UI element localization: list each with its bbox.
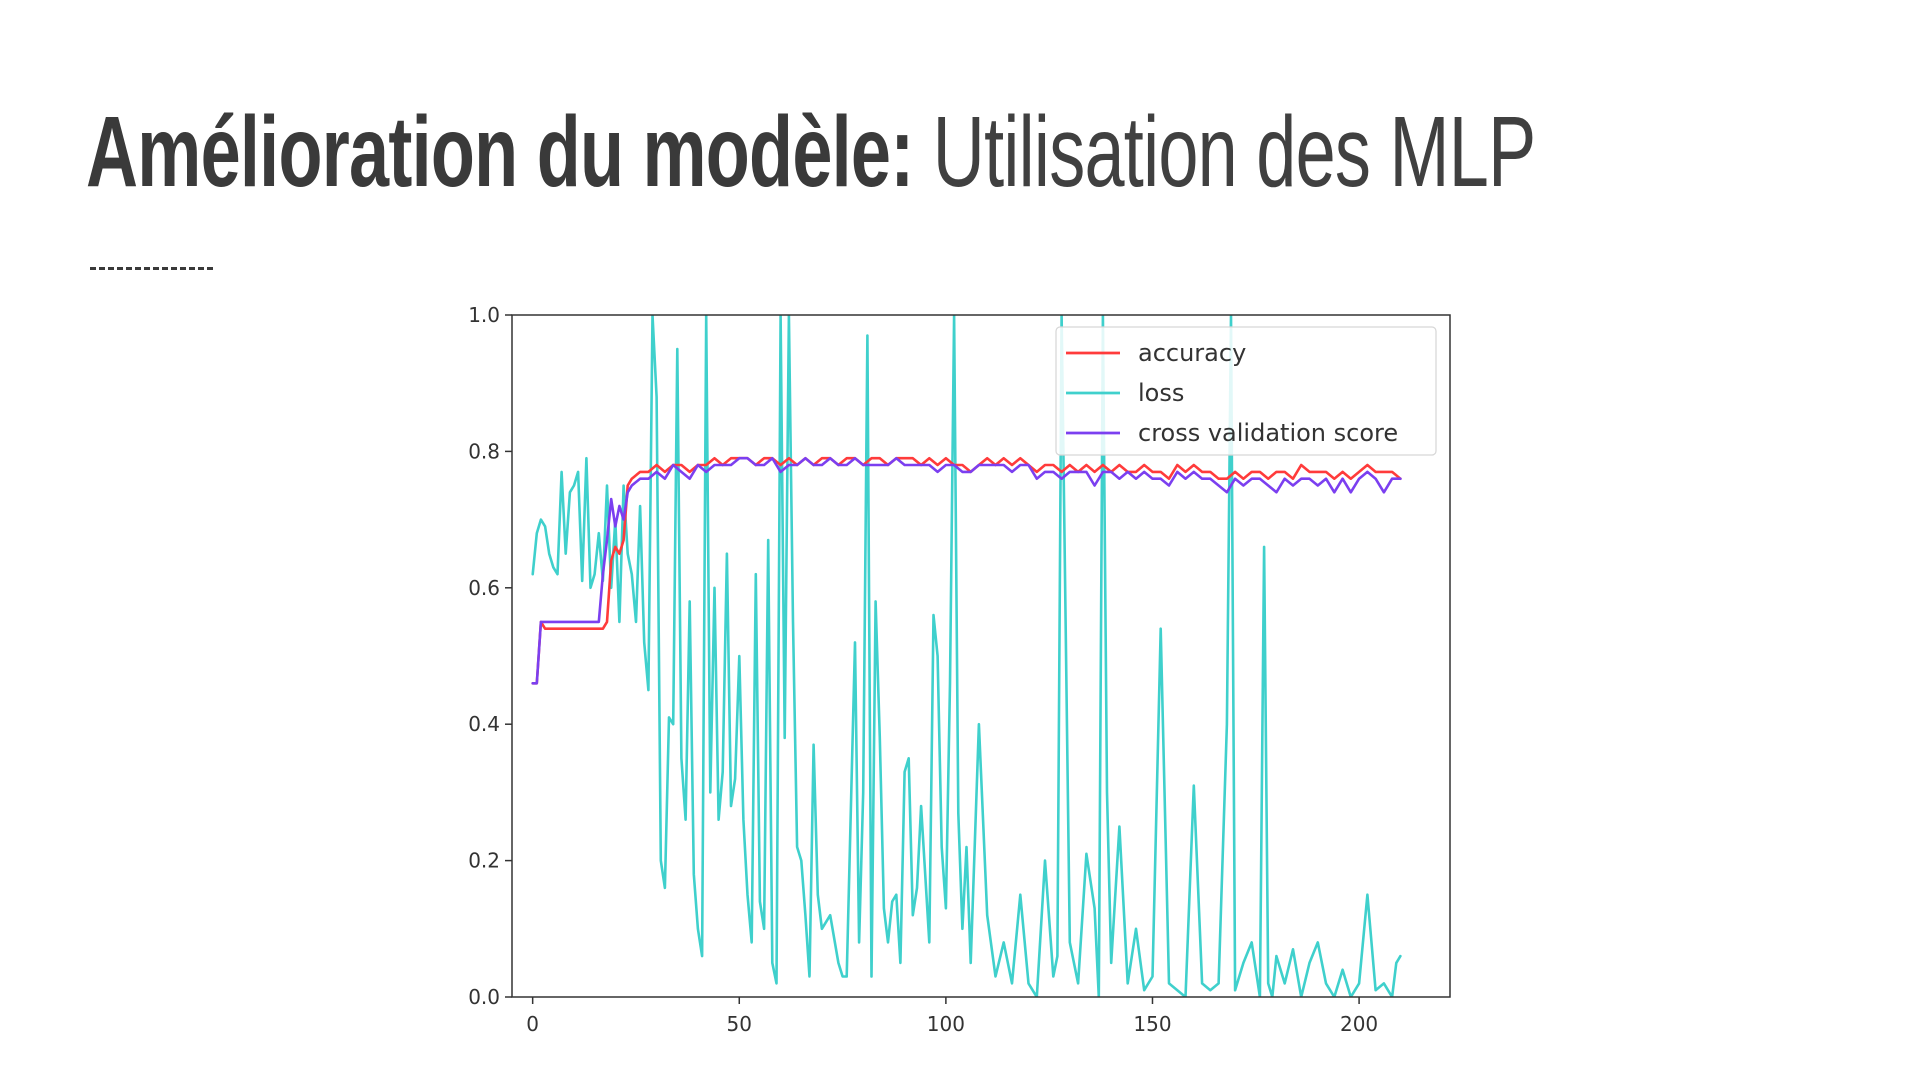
y-tick-label: 0.4 [468, 712, 500, 736]
y-tick-label: 0.6 [468, 576, 500, 600]
slide-title-bold: Amélioration du modèle: [86, 96, 914, 208]
y-tick-label: 0.2 [468, 849, 500, 873]
x-tick-label: 100 [927, 1012, 965, 1036]
title-dash-rule [90, 267, 213, 270]
x-tick-label: 150 [1133, 1012, 1171, 1036]
series-line-loss [531, 315, 1402, 997]
y-tick-label: 0.0 [468, 985, 500, 1009]
legend-label: cross validation score [1138, 419, 1398, 447]
legend-box [1055, 326, 1437, 456]
x-tick-label: 200 [1340, 1012, 1378, 1036]
plot-area [531, 315, 1402, 997]
line-chart: 0.0 0.2 0.4 0.6 0.8 1.0 0 50 100 150 200 accuracy l… [468, 303, 1451, 1036]
legend: accuracy loss cross validation score [1055, 326, 1437, 456]
axes-frame [511, 314, 1451, 998]
slide-title: Amélioration du modèle: Utilisation des … [86, 92, 1536, 212]
series-line-cross-validation-score [531, 456, 1402, 685]
y-tick-label: 0.8 [468, 439, 500, 463]
slide-title-light: Utilisation des MLP [932, 96, 1536, 208]
legend-label: loss [1138, 379, 1184, 407]
legend-label: accuracy [1138, 339, 1246, 367]
y-tick-label: 1.0 [468, 303, 500, 327]
axis-ticks: 0.0 0.2 0.4 0.6 0.8 1.0 0 50 100 150 200 [468, 303, 1378, 1036]
x-tick-label: 0 [526, 1012, 539, 1036]
x-tick-label: 50 [727, 1012, 752, 1036]
series-line-accuracy [531, 456, 1402, 685]
